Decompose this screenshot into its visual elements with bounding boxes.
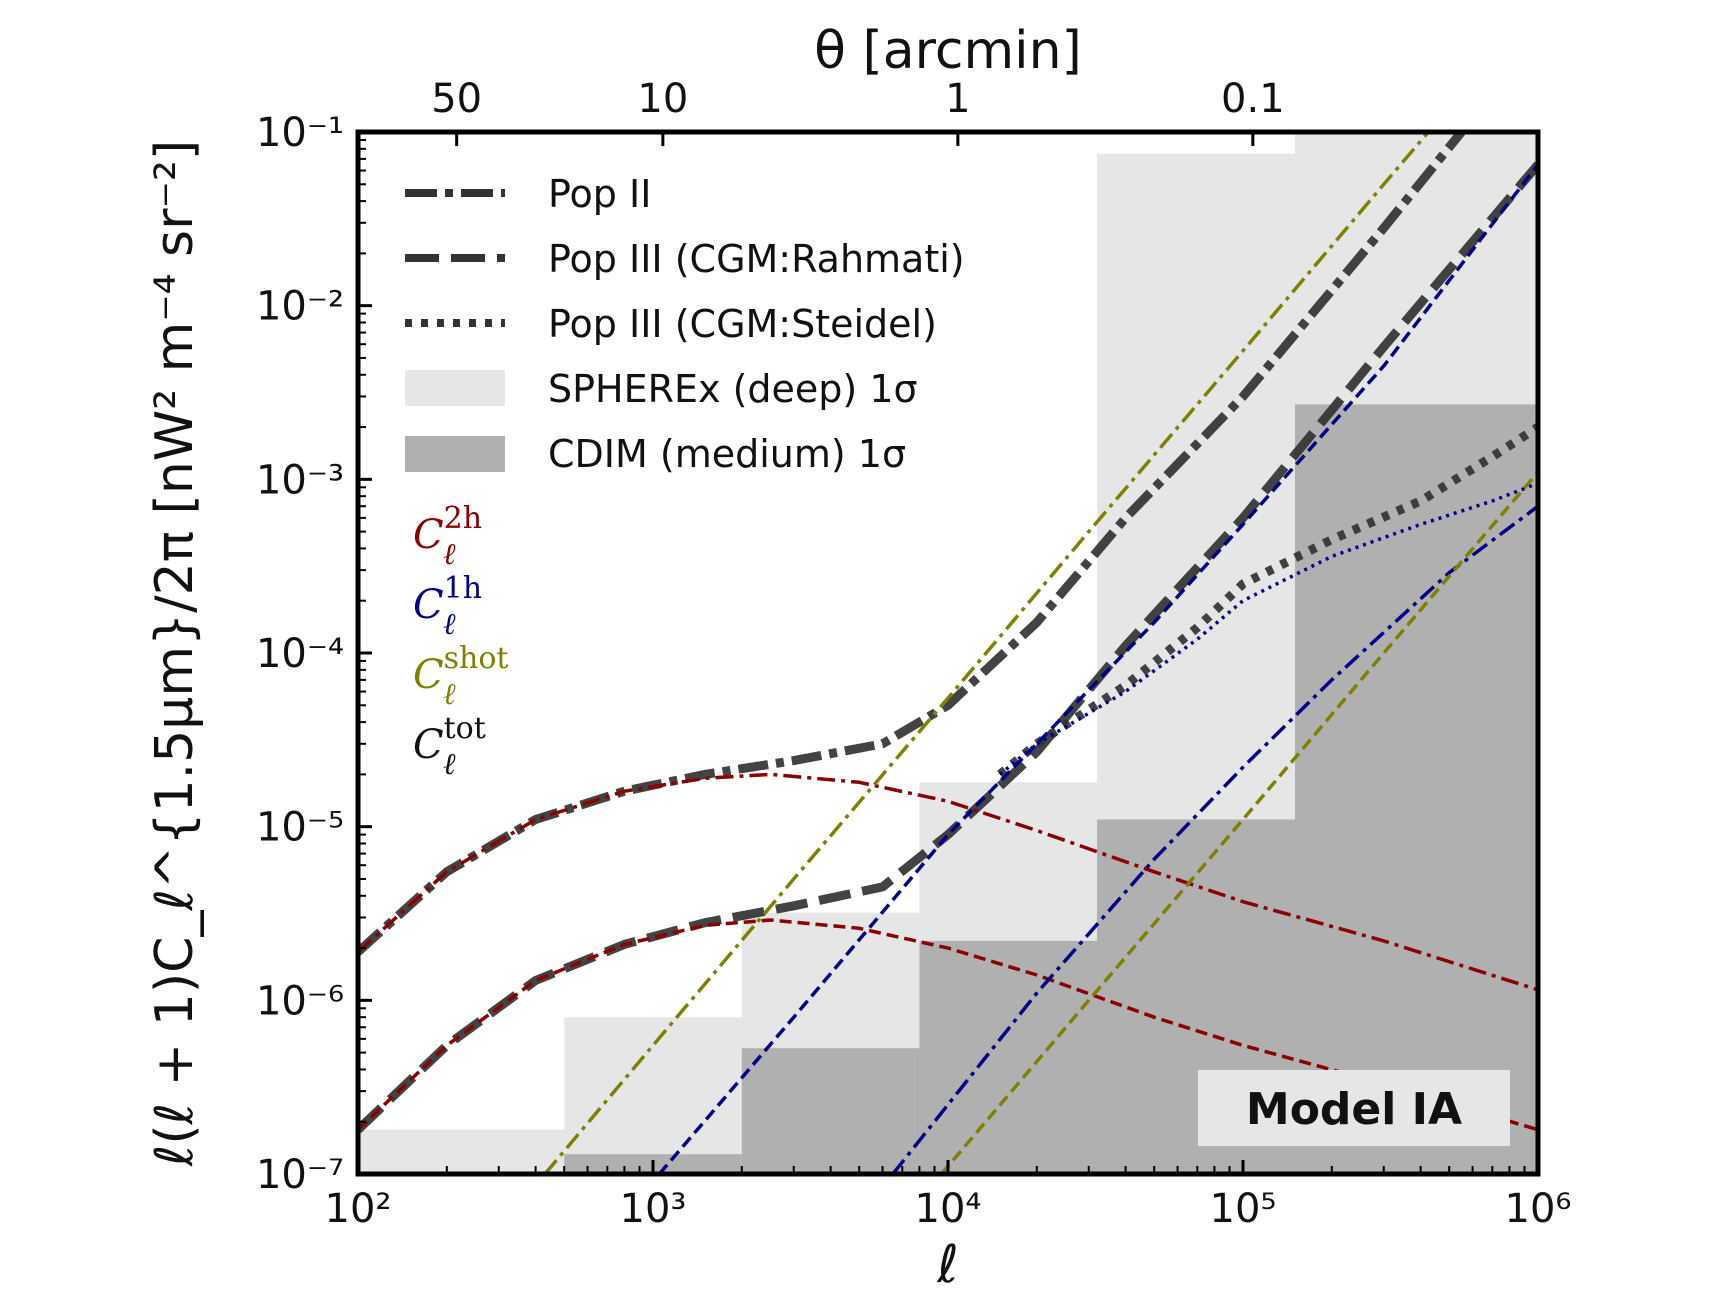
component-label-shot-sup: shot — [444, 641, 509, 676]
component-label-2h-base: C — [413, 512, 444, 558]
model-annotation-box — [1198, 1070, 1510, 1146]
ticks-layer: 10² 10³ 10⁴ 10⁵ 10⁶ 10⁻⁷ 10⁻⁶ 10⁻⁵ 10⁻⁴ 10⁻³ 10⁻² 1… — [256, 76, 1572, 1232]
x-tick-label: 10⁶ — [1505, 1186, 1572, 1232]
model-annotation: Model IA — [1246, 1084, 1462, 1135]
series-tot-pop-ii — [358, 132, 1468, 956]
component-label-shot-base: C — [413, 652, 444, 698]
top-tick-label: 0.1 — [1221, 76, 1285, 122]
x-tick-label: 10² — [325, 1186, 392, 1232]
top-tick-label: 1 — [945, 76, 970, 122]
y-tick-label: 10⁻⁵ — [256, 805, 344, 851]
series-tot-pop-iii-cgm-steidel — [997, 423, 1538, 778]
component-label-1h-sub: ℓ — [443, 607, 456, 642]
y-axis-title: ℓ(ℓ + 1)C_ℓ^{1.5μm}/2π [nW² m⁻⁴ sr⁻²] — [145, 140, 205, 1167]
series-layer — [358, 132, 1538, 1174]
component-label-tot-sub: ℓ — [443, 747, 456, 782]
series-1h-pop-ii — [891, 504, 1538, 1174]
y-tick-label: 10⁻¹ — [256, 110, 344, 156]
legend-label-pop-iii-rahmati: Pop III (CGM:Rahmati) — [548, 237, 965, 281]
legend-label-cdim: CDIM (medium) 1σ — [548, 432, 906, 476]
top-tick-label: 50 — [431, 76, 482, 122]
component-label-2h-sup: 2h — [444, 501, 482, 536]
y-tick-label: 10⁻² — [256, 284, 344, 330]
legend-swatch-spherex — [405, 370, 505, 406]
x-tick-label: 10³ — [620, 1186, 687, 1232]
legend-label-spherex: SPHEREx (deep) 1σ — [548, 367, 918, 411]
band-spherex-deep-1-bin-1 — [564, 1017, 742, 1174]
y-tick-label: 10⁻⁴ — [256, 631, 344, 677]
band-cdim-medium-1-bin-1 — [741, 1048, 920, 1174]
component-label-2h: C2h ℓ — [413, 501, 482, 572]
band-cdim-medium-1-bin-4 — [1294, 404, 1538, 1174]
series-shot-pop-iii — [940, 470, 1538, 1174]
legend-label-pop-ii: Pop II — [548, 172, 651, 216]
y-tick-label: 10⁻³ — [256, 457, 344, 503]
legend-swatch-cdim — [405, 436, 505, 472]
component-label-shot: Cshot ℓ — [413, 641, 508, 712]
component-label-tot: Ctot ℓ — [413, 711, 486, 782]
series-1h-pop-iii-cgm-rahmati — [657, 163, 1538, 1174]
y-tick-label: 10⁻⁶ — [256, 978, 344, 1024]
series-shot-pop-ii — [543, 132, 1431, 1174]
component-label-1h: C1h ℓ — [413, 571, 482, 642]
band-spherex-deep-1-bin-0 — [358, 1129, 565, 1174]
component-label-1h-sup: 1h — [444, 571, 482, 606]
legend: Pop II Pop III (CGM:Rahmati) Pop III (CG… — [405, 172, 965, 476]
band-cdim-medium-1-bin-2 — [919, 940, 1098, 1174]
series-2h-pop-ii — [358, 772, 1538, 992]
bands-layer — [358, 132, 1538, 1174]
top-axis-title: θ [arcmin] — [814, 21, 1082, 81]
series-tot-pop-iii-cgm-rahmati — [358, 161, 1538, 1133]
component-label-shot-sub: ℓ — [443, 677, 456, 712]
x-tick-label: 10⁵ — [1210, 1186, 1277, 1232]
component-labels: C2h ℓ C1h ℓ Cshot ℓ Ctot ℓ — [413, 501, 508, 782]
x-axis-title: ℓ — [936, 1235, 958, 1295]
top-tick-label: 10 — [637, 76, 688, 122]
y-tick-label: 10⁻⁷ — [256, 1152, 344, 1198]
legend-label-pop-iii-steidel: Pop III (CGM:Steidel) — [548, 302, 937, 346]
series-2h-pop-iii — [358, 918, 1538, 1132]
component-label-tot-sup: tot — [444, 711, 486, 746]
component-label-tot-base: C — [413, 722, 444, 768]
component-label-2h-sub: ℓ — [443, 537, 456, 572]
series-1h-pop-iii-cgm-steidel — [998, 481, 1538, 776]
x-tick-label: 10⁴ — [915, 1186, 982, 1232]
component-label-1h-base: C — [413, 582, 444, 628]
